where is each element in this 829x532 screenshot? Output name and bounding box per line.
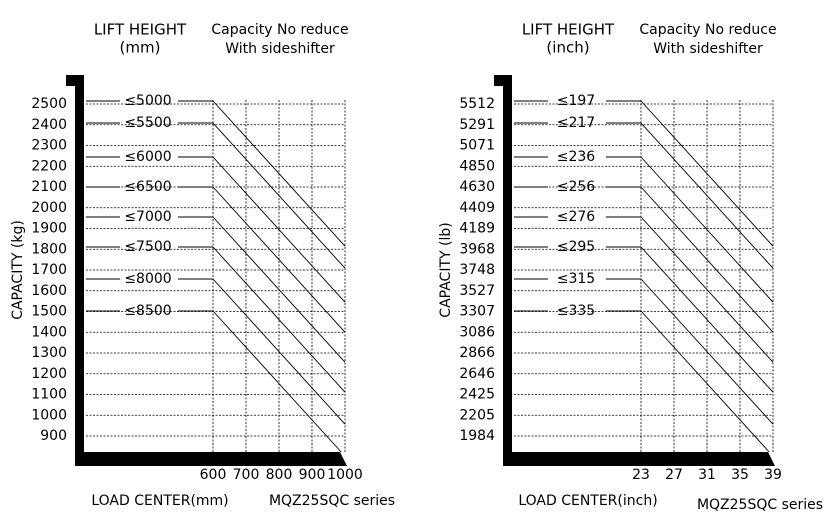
capacity-curve: [640, 100, 774, 247]
capacity-tick: 2425: [459, 387, 495, 403]
load-center-tick: 600: [200, 467, 227, 483]
lift-height: ≤6000: [124, 149, 171, 165]
load-center-tick: 700: [233, 467, 260, 483]
capacity-curve: [212, 246, 346, 393]
note: Capacity No reduce: [639, 22, 776, 38]
lift-height: ≤5000: [124, 93, 171, 109]
capacity-tick: 2000: [31, 200, 67, 216]
x-axis-label: LOAD CENTER(inch): [518, 493, 657, 509]
capacity-tick: 3527: [459, 283, 495, 299]
capacity-curve: [640, 310, 770, 453]
lift-height: ≤256: [557, 179, 596, 195]
lift-height: ≤197: [557, 93, 595, 109]
capacity-tick: 4189: [459, 221, 495, 237]
lift-height: ≤7500: [124, 239, 171, 255]
lift-height: ≤6500: [124, 179, 171, 195]
capacity-tick: 4630: [459, 179, 495, 195]
series-label: MQZ25SQC series: [269, 493, 395, 509]
capacity-curve: [212, 216, 346, 363]
load-center-tick: 800: [266, 467, 293, 483]
capacity-tick: 1900: [31, 221, 67, 237]
lift-height: ≤8500: [124, 303, 171, 319]
capacity-curve: [640, 278, 774, 425]
capacity-tick: 2100: [31, 179, 67, 195]
capacity-tick: 2500: [31, 96, 67, 112]
capacity-tick: 5071: [459, 138, 495, 154]
lift-height: ≤315: [557, 271, 595, 287]
x-axis-label: LOAD CENTER(mm): [91, 493, 228, 509]
capacity-curve: [212, 186, 346, 333]
capacity-tick: 3086: [459, 324, 495, 340]
load-center-tick: 1000: [327, 467, 363, 483]
note: With sideshifter: [653, 41, 763, 57]
capacity-tick: 4850: [459, 158, 495, 174]
capacity-curve: [640, 156, 774, 303]
capacity-tick: 5512: [459, 96, 495, 112]
title: (mm): [120, 39, 161, 57]
capacity-curve: [640, 122, 774, 269]
capacity-tick: 1100: [31, 387, 67, 403]
capacity-tick: 900: [40, 428, 67, 444]
capacity-tick: 1500: [31, 304, 67, 320]
capacity-tick: 2646: [459, 366, 495, 382]
capacity-curve: [640, 216, 774, 363]
panel: LIFT HEIGHT(inch) Capacity No reduce With …: [438, 21, 823, 514]
lift-height: ≤236: [557, 149, 596, 165]
series-label: MQZ25SQC series: [697, 497, 823, 513]
title: LIFT HEIGHT: [94, 21, 187, 39]
lift-height: ≤7000: [124, 209, 171, 225]
lift-height: ≤5500: [124, 115, 171, 131]
capacity-tick: 3748: [459, 262, 495, 278]
lift-height: ≤295: [557, 239, 595, 255]
capacity-tick: 2300: [31, 138, 67, 154]
fork: [66, 75, 347, 466]
capacity-curve: [212, 156, 346, 303]
capacity-curve: [212, 100, 346, 247]
capacity-tick: 1200: [31, 366, 67, 382]
capacity-curve: [212, 278, 346, 425]
note: Capacity No reduce: [211, 22, 348, 38]
panel: LIFT HEIGHT(mm) Capacity No reduce With si…: [10, 21, 395, 510]
y-axis-label: CAPACITY (lb): [438, 222, 454, 317]
capacity-tick: 3307: [459, 304, 495, 320]
capacity-tick: 1984: [459, 428, 495, 444]
load-center-tick: 35: [731, 467, 749, 483]
lift-height: ≤276: [557, 209, 596, 225]
lift-height: ≤335: [557, 303, 595, 319]
capacity-tick: 4409: [459, 200, 495, 216]
capacity-tick: 3968: [459, 241, 495, 257]
capacity-tick: 1700: [31, 262, 67, 278]
capacity-tick: 1000: [31, 407, 67, 423]
load-center-tick: 31: [698, 467, 716, 483]
title: LIFT HEIGHT: [522, 21, 615, 39]
capacity-tick: 1600: [31, 283, 67, 299]
lift-height: ≤8000: [124, 271, 171, 287]
capacity-tick: 2400: [31, 117, 67, 133]
capacity-tick: 2205: [459, 407, 495, 423]
capacity-tick: 2866: [459, 345, 495, 361]
load-center-tick: 23: [632, 467, 650, 483]
capacity-tick: 1800: [31, 241, 67, 257]
load-center-tick: 27: [665, 467, 683, 483]
load-center-tick: 900: [299, 467, 326, 483]
capacity-tick: 1300: [31, 345, 67, 361]
note: With sideshifter: [225, 41, 335, 57]
capacity-curve: [640, 186, 774, 333]
capacity-curve: [212, 310, 342, 453]
title: (inch): [546, 39, 589, 57]
fork: [494, 75, 775, 466]
load-center-tick: 39: [764, 467, 782, 483]
capacity-curve: [640, 246, 774, 393]
lift-height: ≤217: [557, 115, 595, 131]
capacity-tick: 2200: [31, 158, 67, 174]
capacity-tick: 5291: [459, 117, 495, 133]
y-axis-label: CAPACITY (kg): [10, 220, 26, 320]
capacity-tick: 1400: [31, 324, 67, 340]
capacity-curve: [212, 122, 346, 269]
